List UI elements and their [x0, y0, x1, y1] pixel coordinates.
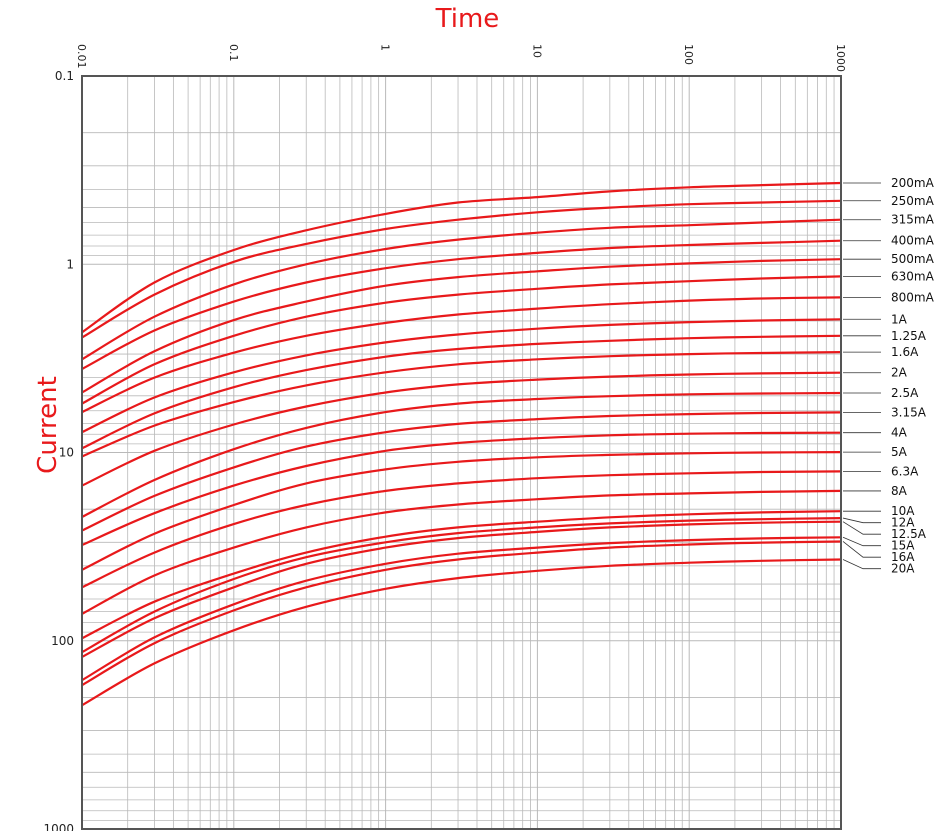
x-tick-label: 1000: [834, 44, 847, 72]
series-line-200ma: [81, 181, 842, 334]
series-line-1-25a: [81, 334, 842, 450]
x-tick-label: 100: [682, 44, 695, 65]
y-tick-label: 1: [66, 257, 74, 271]
y-tick-labels: 0.1 1 10 100 1000: [43, 69, 74, 831]
series-line-1-6a: [81, 351, 842, 458]
series-labels: 200mA 250mA 315mA 400mA 500mA 630mA 800mA 1A 1.2…: [842, 176, 935, 576]
series-line-12a: [81, 517, 842, 654]
series-label: 20A: [891, 562, 915, 576]
series-label: 1.6A: [891, 345, 919, 359]
series-label: 315mA: [891, 213, 935, 227]
y-tick-label: 100: [51, 634, 74, 648]
y-tick-label: 1000: [43, 822, 74, 831]
x-tick-label: 0.1: [227, 44, 240, 62]
x-axis-title: Time: [435, 4, 500, 34]
series-label: 630mA: [891, 269, 935, 283]
series-label: 16A: [891, 550, 915, 564]
x-tick-label: 1: [379, 44, 392, 51]
series-label: 200mA: [891, 176, 935, 190]
series-line-15a: [81, 536, 842, 682]
series-label: 1.25A: [891, 329, 927, 343]
series-line-250ma: [81, 199, 842, 339]
y-tick-label: 10: [59, 446, 74, 460]
series-line-400ma: [81, 239, 842, 370]
series-line-315ma: [81, 218, 842, 361]
series-label: 2.5A: [891, 386, 919, 400]
series-label: 4A: [891, 426, 908, 440]
series-label-leader: [842, 517, 881, 524]
series-label: 3.15A: [891, 405, 927, 419]
series-label: 2A: [891, 366, 908, 380]
series-label: 800mA: [891, 290, 935, 304]
series-line-800ma: [81, 296, 842, 414]
series-line-10a: [81, 510, 842, 640]
series-label: 8A: [891, 484, 908, 498]
series-label: 12A: [891, 516, 915, 530]
plot-frame: [81, 75, 842, 830]
series-label: 15A: [891, 539, 915, 553]
series-label: 250mA: [891, 194, 935, 208]
series-label: 6.3A: [891, 464, 919, 478]
series-label-leader: [842, 521, 881, 535]
series-line-2a: [81, 371, 842, 487]
series-label: 400mA: [891, 234, 935, 248]
series-label: 10A: [891, 504, 915, 518]
series-label-leader: [842, 559, 881, 570]
series-line-8a: [81, 489, 842, 615]
series-label: 1A: [891, 312, 908, 326]
series-line-630ma: [81, 275, 842, 405]
series-line-3-15a: [81, 411, 842, 532]
series-label-leader: [842, 541, 881, 558]
series-line-1a: [81, 318, 842, 434]
x-tick-labels: 0.01 0.1 1 10 100 1000: [75, 44, 847, 72]
series-label-leader: [842, 536, 881, 547]
series-line-2-5a: [81, 391, 842, 518]
series-line-4a: [81, 431, 842, 547]
x-tick-label: 0.01: [75, 44, 88, 69]
series-line-20a: [81, 558, 842, 707]
series-label: 5A: [891, 445, 908, 459]
series-label: 12.5A: [891, 527, 927, 541]
series-line-5a: [81, 451, 842, 571]
series-line-6-3a: [81, 470, 842, 589]
series-label: 500mA: [891, 252, 935, 266]
series-line-500ma: [81, 258, 842, 394]
y-tick-label: 0.1: [55, 69, 74, 83]
series-line-16a: [81, 540, 842, 687]
series-line-12-5a: [81, 520, 842, 658]
series-group: [81, 181, 842, 707]
x-tick-label: 10: [530, 44, 543, 58]
